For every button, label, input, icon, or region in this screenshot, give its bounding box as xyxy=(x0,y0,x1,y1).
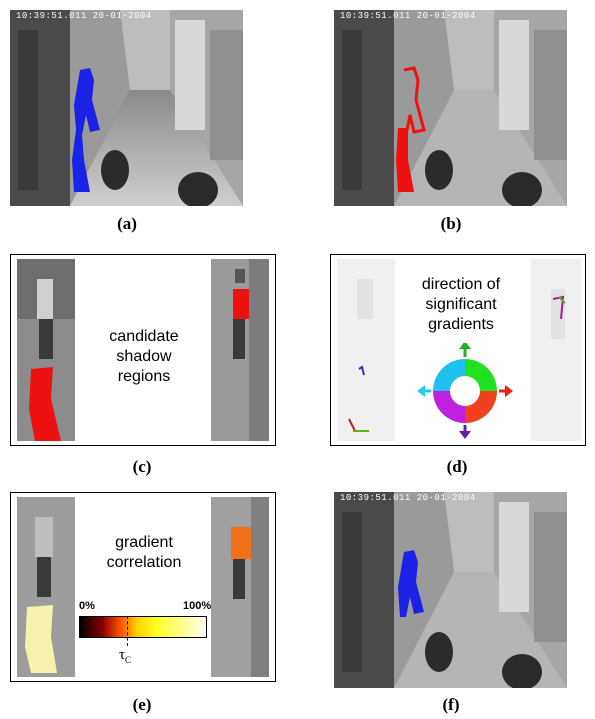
text-line: shadow xyxy=(116,348,172,365)
person-blob-blue xyxy=(398,550,424,617)
person-blob-red xyxy=(396,66,426,192)
timestamp: 10:39:51.011 20-01-2004 xyxy=(340,11,476,21)
panel-d-text: direction of significant gradients xyxy=(411,275,511,335)
caption-d: (d) xyxy=(446,457,468,476)
timestamp: 10:39:51.011 20-01-2004 xyxy=(16,11,152,21)
timestamp: 10:39:51.011 20-01-2004 xyxy=(340,493,476,503)
text-line: regions xyxy=(117,368,171,385)
caption-a: (a) xyxy=(117,214,137,233)
text-line: direction of xyxy=(421,276,501,293)
text-line: significant xyxy=(425,296,497,313)
panel-d: direction of significant gradients xyxy=(330,254,586,446)
panel-e-text: gradient correlation xyxy=(99,533,189,573)
text-line: gradients xyxy=(428,316,494,333)
panel-a-image: 10:39:51.011 20-01-2004 xyxy=(10,10,243,206)
caption-b: (b) xyxy=(440,214,462,233)
person-blob-blue xyxy=(72,68,100,192)
text-line: candidate xyxy=(109,328,179,345)
caption-e: (e) xyxy=(132,695,152,714)
caption-c: (c) xyxy=(132,457,152,476)
scale-min-label: 0% xyxy=(79,600,95,612)
panel-f-image: 10:39:51.011 20-01-2004 xyxy=(334,492,567,688)
text-line: correlation xyxy=(106,554,182,571)
text-line: gradient xyxy=(115,534,173,551)
threshold-label: τC xyxy=(119,647,131,665)
scale-max-label: 100% xyxy=(183,600,212,612)
threshold-marker xyxy=(127,616,128,646)
panel-b-image: 10:39:51.011 20-01-2004 xyxy=(334,10,567,206)
tau-subscript: C xyxy=(125,655,132,665)
caption-f: (f) xyxy=(442,695,460,714)
panel-e: gradient correlation 0% 100% τC xyxy=(10,492,276,682)
panel-c-text: candidate shadow regions xyxy=(99,327,189,387)
color-wheel-icon xyxy=(417,343,513,439)
correlation-colorbar xyxy=(79,616,207,638)
tau-symbol: τ xyxy=(119,647,126,663)
panel-c: candidate shadow regions xyxy=(10,254,276,446)
